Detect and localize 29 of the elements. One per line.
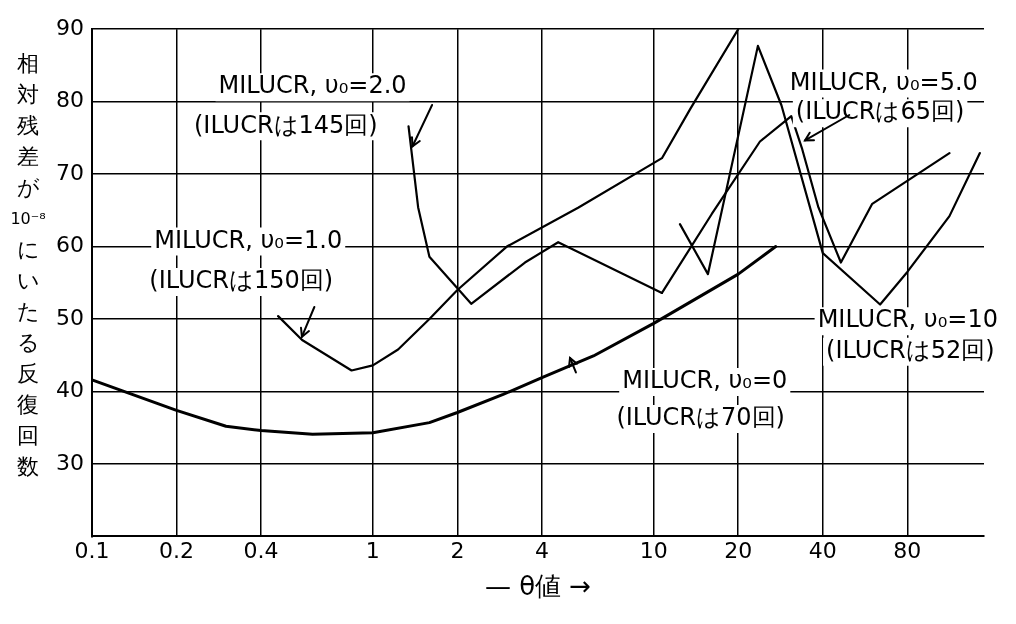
annotation: (ILUCRは70回) bbox=[616, 403, 785, 432]
y-tick-label: 70 bbox=[55, 159, 84, 185]
x-tick-label: 80 bbox=[893, 538, 922, 564]
annotation: MILUCR, υ₀=2.0 bbox=[218, 71, 407, 100]
annotation: (ILUCRは150回) bbox=[149, 266, 334, 295]
annotation: MILUCR, υ₀=0 bbox=[622, 366, 788, 395]
y-tick-label: 90 bbox=[55, 14, 84, 40]
x-tick-label: 0.4 bbox=[243, 538, 279, 564]
annotation: (ILUCRは65回) bbox=[795, 97, 965, 126]
y-tick-label: 50 bbox=[55, 304, 84, 330]
y-tick-label: 80 bbox=[55, 87, 84, 113]
text: 相対残差が10⁻⁸にいたる反復回数 bbox=[10, 51, 46, 479]
y-tick-label: 30 bbox=[55, 449, 84, 475]
x-tick-label: 1 bbox=[365, 538, 380, 564]
annotation: (ILUCRは52回) bbox=[826, 335, 995, 364]
x-tick-label: 2 bbox=[450, 538, 465, 564]
x-tick-label: 4 bbox=[534, 538, 549, 564]
annotation: MILUCR, υ₀=1.0 bbox=[154, 225, 343, 254]
x-tick-label: 0.1 bbox=[74, 538, 110, 564]
annotation: MILUCR, υ₀=5.0 bbox=[789, 67, 978, 96]
y-tick-label: 60 bbox=[55, 232, 84, 258]
annotation: MILUCR, υ₀=10 bbox=[817, 305, 998, 334]
x-axis-title: — θ値 → bbox=[484, 571, 592, 602]
annotation: (ILUCRは145回) bbox=[193, 110, 378, 139]
y-tick-label: 40 bbox=[55, 377, 84, 403]
x-tick-label: 20 bbox=[724, 538, 753, 564]
x-tick-label: 0.2 bbox=[159, 538, 195, 564]
x-tick-label: 40 bbox=[808, 538, 837, 564]
x-tick-label: 10 bbox=[639, 538, 668, 564]
